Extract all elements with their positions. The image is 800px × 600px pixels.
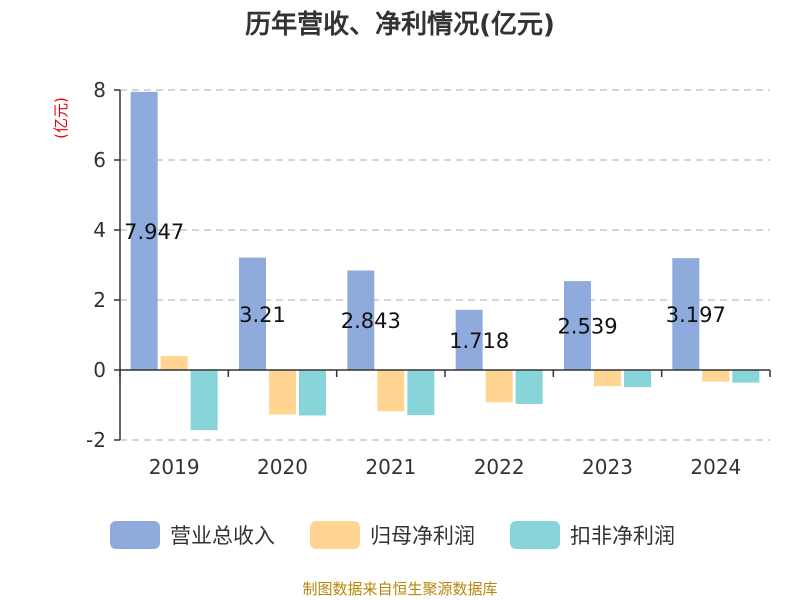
y-tick-label: 4 (93, 218, 106, 242)
bar-2-2021 (377, 370, 405, 412)
bar-3-2023 (624, 370, 651, 388)
bar-1-2024 (672, 258, 700, 370)
bar-3-2022 (515, 370, 543, 404)
bar-3-2020 (299, 370, 326, 416)
y-tick-label: 0 (93, 358, 106, 382)
bar-1-2020 (239, 257, 266, 370)
data-label: 3.21 (239, 303, 286, 327)
grid-lines (120, 89, 770, 441)
data-label: 3.197 (666, 303, 726, 327)
bars (130, 91, 760, 431)
y-tick-label: 2 (93, 288, 106, 312)
legend-label: 扣非净利润 (570, 524, 675, 548)
bar-2-2022 (485, 370, 513, 403)
legend-label: 营业总收入 (170, 524, 275, 548)
bar-3-2019 (190, 370, 218, 431)
x-tick-label: 2024 (690, 455, 741, 479)
bar-2-2020 (269, 370, 296, 415)
legend-swatch (310, 521, 360, 549)
data-labels: 7.947 3.21 2.843 1.718 2.539 3.197 (124, 220, 726, 353)
bar-1-2019 (130, 91, 158, 370)
x-tick-label: 2020 (257, 455, 308, 479)
bar-1-2021 (347, 270, 375, 370)
bar-3-2021 (407, 370, 435, 416)
bar-2-2023 (594, 370, 621, 387)
y-unit-label: (亿元) (52, 97, 70, 139)
x-tick-label: 2022 (474, 455, 525, 479)
x-tick-label: 2021 (365, 455, 416, 479)
source-note: 制图数据来自恒生聚源数据库 (302, 580, 497, 598)
legend-swatch (510, 521, 560, 549)
bar-1-2022 (455, 309, 483, 370)
y-tick-label: 6 (93, 148, 106, 172)
data-label: 7.947 (124, 220, 184, 244)
legend-swatch (110, 521, 160, 549)
x-tick-label: 2019 (149, 455, 200, 479)
bar-1-2023 (564, 281, 591, 370)
x-axis: 2019 2020 2021 2022 2023 2024 (119, 369, 771, 479)
bar-2-2019 (160, 356, 188, 370)
data-label: 2.843 (341, 309, 401, 333)
bar-3-2024 (732, 370, 760, 383)
data-label: 1.718 (449, 329, 509, 353)
legend-label: 归母净利润 (370, 524, 475, 548)
y-tick-label: 8 (93, 78, 106, 102)
y-axis: -2 0 2 4 6 8 (86, 78, 121, 452)
x-tick-label: 2023 (582, 455, 633, 479)
data-label: 2.539 (557, 315, 617, 339)
legend: 营业总收入 归母净利润 扣非净利润 (110, 521, 675, 549)
y-tick-label: -2 (86, 428, 106, 452)
bar-2-2024 (702, 370, 730, 382)
chart-title: 历年营收、净利情况(亿元) (245, 9, 555, 40)
